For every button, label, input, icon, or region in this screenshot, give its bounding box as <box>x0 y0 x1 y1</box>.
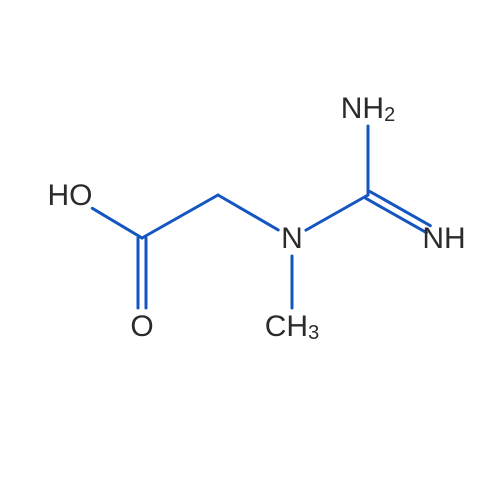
atom-label-nh: NH <box>422 222 465 255</box>
atom-label-oh: HO <box>48 179 93 212</box>
atom-label-odb: O <box>130 310 153 343</box>
atom-label-nh2: NH2 <box>341 92 395 127</box>
atom-label-n: N <box>281 222 303 255</box>
atom-label-ch3: CH3 <box>265 310 319 345</box>
molecule-diagram: HO O N CH3 NH2 NH <box>0 0 500 500</box>
